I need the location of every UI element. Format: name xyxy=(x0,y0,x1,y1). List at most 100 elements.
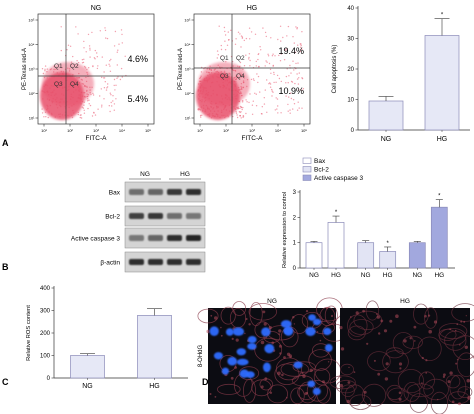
scatter-point xyxy=(251,113,254,116)
scatter-point xyxy=(55,82,57,85)
nucleus xyxy=(307,380,316,388)
scatter-point xyxy=(55,104,58,106)
scatter-point xyxy=(217,71,220,74)
scatter-point xyxy=(200,106,203,108)
scatter-point xyxy=(101,106,103,108)
scatter-point xyxy=(197,108,199,110)
scatter-point xyxy=(285,75,288,78)
y-tick-label: 3 xyxy=(293,190,297,196)
scatter-point xyxy=(254,33,257,35)
scatter-point xyxy=(64,86,66,89)
nucleus xyxy=(213,352,223,360)
cell-outline xyxy=(349,394,372,410)
cytoplasm-signal xyxy=(339,326,343,330)
panel-letter-b: B xyxy=(2,262,9,272)
micrograph-ng: NG xyxy=(197,297,347,405)
cytoplasm-signal xyxy=(286,352,291,356)
scatter-point xyxy=(88,67,90,69)
apoptosis-bar-chart: 0 10 20 30 40 Cell apoptosis (%) NG * HG xyxy=(332,6,470,143)
scatter-point xyxy=(121,42,124,44)
scatter-point xyxy=(218,76,220,79)
scatter-point xyxy=(241,37,244,39)
y-tick-label: 10³ xyxy=(185,67,191,72)
scatter-point xyxy=(209,73,211,75)
scatter-point xyxy=(103,98,105,100)
scatter-point xyxy=(59,101,62,103)
scatter-point xyxy=(109,65,111,67)
scatter-point xyxy=(115,98,117,100)
scatter-point xyxy=(294,82,296,85)
scatter-point xyxy=(224,116,226,119)
scatter-point xyxy=(84,85,87,88)
scatter-point xyxy=(212,108,214,110)
scatter-point xyxy=(222,81,224,84)
scatter-point xyxy=(225,95,227,97)
bar-hg xyxy=(137,315,172,379)
scatter-point xyxy=(61,98,63,100)
y-tick-label: 0 xyxy=(351,128,355,134)
cytoplasm-signal xyxy=(214,316,218,320)
scatter-point xyxy=(212,77,214,79)
scatter-point xyxy=(270,72,272,75)
cytoplasm-signal xyxy=(460,320,463,323)
cell-outline xyxy=(449,374,467,400)
cytoplasm-signal xyxy=(373,359,376,362)
scatter-point xyxy=(44,91,46,94)
scatter-point xyxy=(44,84,47,86)
scatter-point xyxy=(208,77,211,80)
scatter-point xyxy=(292,60,294,62)
scatter-point xyxy=(203,101,206,103)
scatter-point xyxy=(216,57,218,59)
micrograph-title: HG xyxy=(400,298,410,305)
scatter-point xyxy=(61,93,63,95)
scatter-point xyxy=(240,83,243,85)
scatter-point xyxy=(77,33,79,35)
y-tick-label: 10² xyxy=(29,91,35,96)
cytoplasm-signal xyxy=(399,367,402,370)
scatter-point xyxy=(101,76,103,79)
scatter-point xyxy=(50,85,52,87)
cytoplasm-signal xyxy=(465,315,467,317)
y-axis-label: Relative ROS content xyxy=(26,305,32,361)
y-tick-label: 20 xyxy=(347,67,354,73)
scatter-point xyxy=(105,37,107,39)
scatter-point xyxy=(298,72,300,74)
scatter-point xyxy=(232,89,234,92)
scatter-point xyxy=(124,55,126,57)
cytoplasm-signal xyxy=(385,362,389,366)
x-tick-label: HG xyxy=(434,272,444,279)
scatter-point xyxy=(79,88,81,90)
scatter-point xyxy=(208,71,211,74)
scatter-point xyxy=(79,94,82,96)
cell-outline xyxy=(274,363,300,386)
scatter-point xyxy=(227,31,229,33)
cytoplasm-signal xyxy=(380,319,384,323)
scatter-point xyxy=(289,64,291,67)
scatter-point xyxy=(45,116,47,118)
scatter-point xyxy=(87,100,89,102)
blot-band xyxy=(148,235,163,241)
scatter-point xyxy=(103,87,106,89)
y-tick-label: 10⁵ xyxy=(184,18,190,23)
scatter-point xyxy=(254,92,256,95)
scatter-point xyxy=(208,79,210,81)
scatter-point xyxy=(46,98,49,100)
scatter-point xyxy=(77,111,80,114)
scatter-point xyxy=(272,53,274,55)
scatter-point xyxy=(109,70,112,73)
scatter-point xyxy=(290,97,293,100)
nucleus xyxy=(221,367,229,375)
scatter-point xyxy=(226,98,229,101)
scatter-point xyxy=(240,92,243,95)
y-tick-label: 10² xyxy=(185,91,191,96)
scatter-point xyxy=(41,112,44,114)
scatter-point xyxy=(225,77,227,79)
quadrant-label: Q2 xyxy=(236,55,245,62)
scatter-point xyxy=(275,97,277,99)
scatter-point xyxy=(89,89,91,91)
scatter-point xyxy=(49,104,52,107)
scatter-point xyxy=(205,77,208,79)
scatter-point xyxy=(297,101,299,103)
blot-band xyxy=(148,259,163,265)
scatter-point xyxy=(234,81,236,83)
